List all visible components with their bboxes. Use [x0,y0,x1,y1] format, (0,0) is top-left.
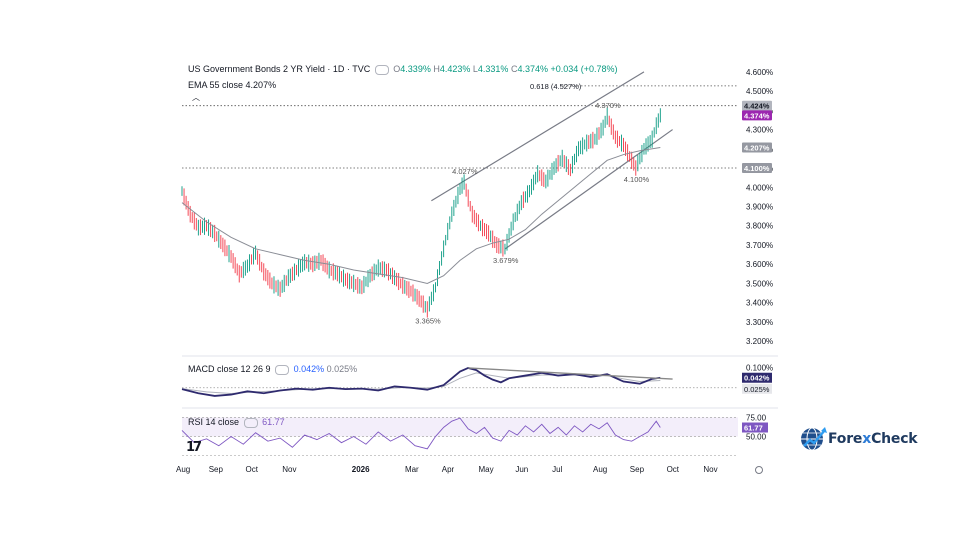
price-annotation: 4.027% [452,167,478,176]
open-label: O [393,64,401,74]
price-badge-label: 4.207% [744,143,770,152]
forexcheck-brand: ForexCheck [798,424,918,454]
high-value: 4.423% [439,64,471,74]
price-annotation: 3.679% [493,256,519,265]
rsi-band [182,417,738,437]
y-tick-label: 3.300% [746,318,773,327]
x-tick-label: Nov [703,465,717,474]
x-tick-label: Nov [282,465,296,474]
forexcheck-wordmark: ForexCheck [828,431,918,447]
macd-trendline [468,367,673,380]
macd-value: 0.042% [293,364,325,374]
x-tick-label: Aug [593,465,607,474]
price-badge [742,110,772,121]
x-tick-label: Apr [442,465,455,474]
y-tick-label: 3.900% [746,203,773,212]
ema-line [181,146,661,284]
rsi-label: RSI 14 close [188,417,240,427]
price-badge [742,163,772,174]
ema-legend: EMA 55 close 4.207% [188,80,276,90]
signal-badge-label: 0.025% [744,385,770,394]
x-tick-label: 2026 [352,465,370,474]
forexcheck-globe-icon [801,427,827,451]
fib-level-label: 0.618 (4.527%) [530,82,582,91]
y-tick-label: 4.300% [746,126,773,135]
high-label: H [433,64,440,74]
rsi-badge-label: 61.77 [744,424,763,433]
x-tick-label: Sep [630,465,645,474]
open-value: 4.339% [400,64,431,74]
y-tick-label: 4.000% [746,183,773,192]
x-tick-label: May [479,465,494,474]
x-tick-label: Jul [552,465,562,474]
macd-badge [742,372,772,383]
close-value: 4.374% [517,64,548,74]
price-annotation: 3.365% [415,316,441,325]
low-value: 4.331% [477,64,509,74]
macd-y-tick: 0.100% [746,363,773,372]
y-tick-label: 3.200% [746,337,773,346]
x-tick-label: Sep [209,465,224,474]
macd-toggle-icon[interactable] [275,364,290,375]
signal-badge [742,383,772,394]
settings-gear-icon [755,466,763,474]
x-tick-label: Mar [405,465,419,474]
price-badge-label: 4.100% [744,164,770,173]
ema-label: EMA 55 close [188,80,244,90]
visibility-toggle-icon[interactable] [374,64,389,75]
channel-trendline [431,71,645,202]
macd-label: MACD close 12 26 9 [188,364,271,374]
y-tick-label: 3.700% [746,241,773,250]
rsi-toggle-icon[interactable] [243,417,258,428]
macd-legend: MACD close 12 26 9 0.042% 0.025% [188,364,357,375]
price-badge [742,100,772,111]
rsi-line [181,417,661,450]
y-tick-label: 3.500% [746,279,773,288]
y-tick-label: 4.500% [746,87,773,96]
y-tick-label: 4.600% [746,68,773,77]
rsi-legend: RSI 14 close 61.77 [188,417,285,428]
price-badge [742,142,772,153]
rsi-y-tick: 75.00 [746,413,767,422]
low-label: L [472,64,478,74]
price-badge-label: 4.424% [744,102,770,111]
change-value: +0.034 (+0.78%) [550,64,618,74]
ema-value: 4.207% [245,80,277,90]
y-tick-label: 3.600% [746,260,773,269]
macd-line [181,367,661,397]
price-annotation: 4.100% [624,175,650,184]
rsi-badge [742,422,768,433]
x-tick-label: Aug [176,465,190,474]
price-annotation: 4.370% [595,101,621,110]
tradingview-logo: 17 [186,440,202,455]
macd-badge-label: 0.042% [744,374,770,383]
rsi-value: 61.77 [262,417,285,427]
x-tick-label: Jun [515,465,528,474]
y-tick-label: 3.400% [746,299,773,308]
signal-value: 0.025% [326,364,358,374]
close-label: C [510,64,518,74]
chart-header: US Government Bonds 2 YR Yield · 1D · TV… [188,64,618,75]
x-tick-label: Oct [246,465,259,474]
rsi-y-tick: 50.00 [746,433,767,442]
symbol-title: US Government Bonds 2 YR Yield · 1D · TV… [188,64,371,74]
y-tick-label: 3.800% [746,222,773,231]
collapse-chevron-icon[interactable]: ︿ [192,93,200,102]
price-badge-label: 4.374% [744,111,770,120]
x-tick-label: Oct [667,465,680,474]
